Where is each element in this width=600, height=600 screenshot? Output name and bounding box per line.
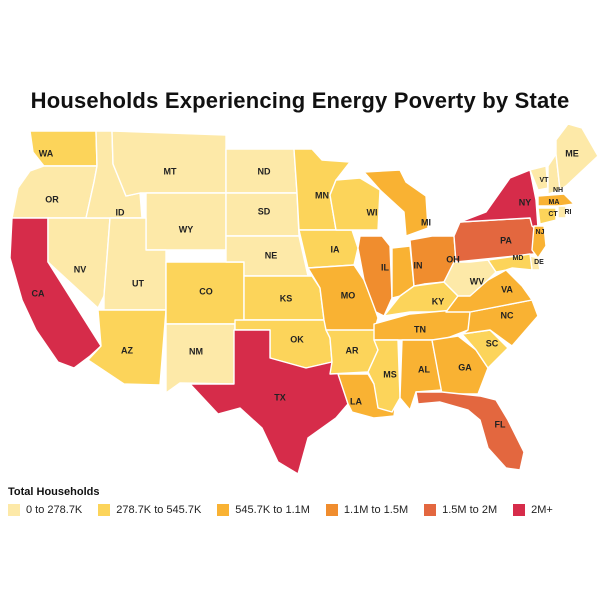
state-ny xyxy=(459,169,547,239)
state-label-mi: MI xyxy=(421,217,431,227)
state-nj xyxy=(531,225,547,259)
legend-swatch xyxy=(424,504,437,516)
state-label-va: VA xyxy=(501,284,513,294)
state-label-or: OR xyxy=(45,194,59,204)
state-label-pa: PA xyxy=(500,235,512,245)
legend-item: 1.1M to 1.5M xyxy=(325,504,409,516)
legend-item: 1.5M to 2M xyxy=(424,504,497,516)
state-label-ar: AR xyxy=(346,345,359,355)
state-tx xyxy=(189,329,349,475)
state-label-nh: NH xyxy=(553,187,563,194)
legend-label: 0 to 278.7K xyxy=(26,504,83,516)
state-wi xyxy=(329,177,381,231)
state-label-mn: MN xyxy=(315,190,329,200)
state-label-ga: GA xyxy=(458,362,472,372)
state-label-nd: ND xyxy=(258,166,271,176)
state-va xyxy=(445,269,533,313)
legend-swatch xyxy=(513,504,526,516)
state-label-mt: MT xyxy=(164,166,177,176)
state-ms xyxy=(367,339,401,413)
state-label-ri: RI xyxy=(565,209,572,216)
state-mi xyxy=(363,169,429,237)
state-label-ky: KY xyxy=(432,296,445,306)
state-label-sc: SC xyxy=(486,338,499,348)
state-mt xyxy=(111,130,227,197)
state-label-ks: KS xyxy=(280,293,293,303)
state-md xyxy=(487,253,533,273)
state-label-il: IL xyxy=(381,262,390,272)
state-label-me: ME xyxy=(565,148,579,158)
state-label-ny: NY xyxy=(519,197,532,207)
state-label-ct: CT xyxy=(548,211,558,218)
state-label-ma: MA xyxy=(549,199,560,206)
legend-title: Total Households xyxy=(8,486,100,498)
state-label-ca: CA xyxy=(32,288,45,298)
state-label-vt: VT xyxy=(540,177,550,184)
state-label-ms: MS xyxy=(383,369,397,379)
legend-item: 2M+ xyxy=(513,504,553,516)
state-ct xyxy=(537,207,557,225)
state-nc xyxy=(461,299,539,347)
state-label-fl: FL xyxy=(495,419,506,429)
state-label-wa: WA xyxy=(39,148,54,158)
state-label-md: MD xyxy=(513,255,524,262)
state-label-mo: MO xyxy=(341,290,356,300)
state-label-in: IN xyxy=(414,260,423,270)
state-label-de: DE xyxy=(534,259,544,266)
legend-item: 545.7K to 1.1M xyxy=(217,504,310,516)
state-label-wv: WV xyxy=(470,276,485,286)
legend: 0 to 278.7K 278.7K to 545.7K 545.7K to 1… xyxy=(8,504,598,516)
state-fl xyxy=(415,391,525,471)
legend-swatch xyxy=(98,504,111,516)
state-or xyxy=(11,165,98,219)
state-label-nv: NV xyxy=(74,264,87,274)
state-label-co: CO xyxy=(199,286,213,296)
state-label-az: AZ xyxy=(121,345,133,355)
legend-label: 1.5M to 2M xyxy=(442,504,498,516)
state-label-ut: UT xyxy=(132,278,144,288)
state-label-wy: WY xyxy=(179,224,194,234)
state-label-id: ID xyxy=(116,207,126,217)
state-ma xyxy=(537,193,575,207)
state-label-la: LA xyxy=(350,396,362,406)
state-label-nc: NC xyxy=(501,310,514,320)
legend-item: 278.7K to 545.7K xyxy=(98,504,201,516)
state-label-tn: TN xyxy=(414,324,426,334)
state-label-wi: WI xyxy=(367,207,378,217)
state-label-ia: IA xyxy=(331,244,341,254)
legend-label: 2M+ xyxy=(531,504,553,516)
legend-swatch xyxy=(217,504,230,516)
state-label-nj: NJ xyxy=(536,229,545,236)
legend-label: 545.7K to 1.1M xyxy=(235,504,310,516)
legend-label: 1.1M to 1.5M xyxy=(343,504,409,516)
state-wv xyxy=(443,259,497,297)
legend-swatch xyxy=(325,504,338,516)
state-ia xyxy=(298,229,359,269)
state-label-ne: NE xyxy=(265,250,278,260)
state-wy xyxy=(145,192,227,251)
legend-swatch xyxy=(8,504,20,516)
state-me xyxy=(555,123,599,191)
legend-item: 0 to 278.7K xyxy=(8,504,82,516)
state-label-nm: NM xyxy=(189,346,203,356)
state-label-al: AL xyxy=(418,364,430,374)
state-ri xyxy=(557,205,567,219)
state-label-tx: TX xyxy=(274,392,286,402)
legend-label: 278.7K to 545.7K xyxy=(116,504,202,516)
state-nm xyxy=(165,323,236,394)
state-label-sd: SD xyxy=(258,206,271,216)
state-label-ok: OK xyxy=(290,334,304,344)
map-title: Households Experiencing Energy Poverty b… xyxy=(30,88,570,113)
state-label-oh: OH xyxy=(446,254,460,264)
